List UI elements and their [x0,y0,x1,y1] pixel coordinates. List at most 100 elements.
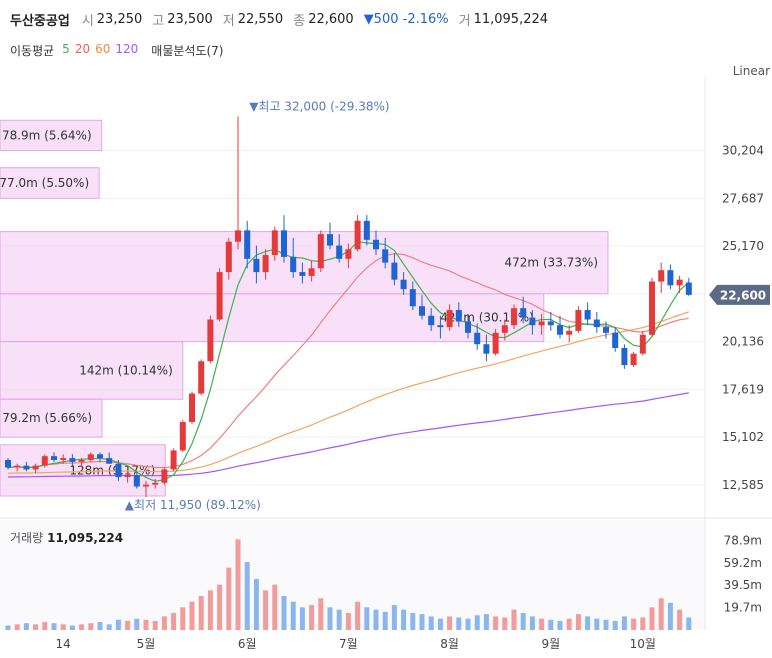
candle [483,334,490,362]
candle-body [603,327,609,333]
y-tick-label: 25,170 [722,239,764,253]
high-annotation: ▼최고 32,000 (-29.38%) [249,99,389,113]
candle [271,226,278,261]
volume-bar [143,619,149,630]
candle [5,458,11,470]
candle [363,215,370,246]
volume-value: 11,095,224 [473,11,549,27]
candle-body [170,450,177,470]
volume-panel-value: 11,095,224 [47,531,124,545]
candle [216,268,223,322]
volume-bar [60,624,66,630]
last-price-label: 22,600 [720,288,766,302]
candle [455,302,462,328]
ma120-label[interactable]: 120 [115,42,139,56]
candle [281,215,287,263]
ma-legend-title[interactable]: 이동평균 [10,44,55,58]
volume-bar [5,625,11,630]
volume-bar [327,607,333,630]
volume-bar [226,567,232,630]
candle-body [106,458,113,464]
candle [97,452,103,462]
candle [557,315,563,339]
volume-profile-bar [0,231,609,295]
price-change: ▼500 -2.16% [363,11,449,27]
candle [51,452,57,462]
volume-profile-label: 472m (33.73%) [504,256,598,270]
ma120-line [7,392,689,478]
candle-body [271,230,278,256]
candle [308,260,315,282]
candle-body [87,454,94,460]
volume-bar [336,609,342,630]
volume-bar [161,616,167,630]
candle [290,237,297,278]
candle [317,230,324,273]
volume-bar [474,615,480,630]
volume-bar [511,609,517,630]
volume-bar [134,618,140,630]
volume-profile-toggle[interactable]: 매물분석도(7) [151,44,224,58]
volume-bar [125,620,131,630]
candle [428,308,435,331]
candle [566,325,573,343]
candle [511,304,517,330]
stock-header: 두산중공업 시 23,250 고 23,500 저 22,550 종 22,600 ▼5… [10,8,558,30]
ma20-label[interactable]: 20 [74,42,91,56]
low-price: 22,550 [237,11,284,27]
candle [382,237,389,269]
close-label: 종 [293,13,306,29]
stock-name[interactable]: 두산중공업 [10,13,70,29]
volume-bar [437,618,443,630]
candle-body [336,245,343,259]
candle-body [290,256,297,273]
volume-bar [631,618,637,630]
candle-body [685,282,692,295]
candle-body [575,310,582,331]
candle-body [244,230,251,259]
x-tick-label: 9월 [541,637,560,651]
volume-bar [180,607,186,630]
candle [262,249,269,280]
candle [593,311,600,333]
x-tick-label: 6월 [238,637,257,651]
candle-body [483,344,490,354]
last-price-tag [709,284,770,305]
candle-body [621,347,628,366]
candle [225,237,232,280]
ma5-label[interactable]: 5 [62,42,70,56]
volume-bar [106,624,112,630]
volume-tick-label: 39.5m [724,578,762,592]
volume-tick-label: 59.2m [724,556,762,570]
candle-body [474,332,481,345]
volume-bar [410,613,416,630]
volume-bar [263,590,269,630]
candle [575,306,582,333]
candle-body [189,393,195,423]
candle [603,321,609,339]
candle [474,323,481,350]
x-tick-label: 10월 [630,637,656,651]
ma60-label[interactable]: 60 [95,42,111,56]
volume-profile-label: 77.0m (5.50%) [0,176,89,190]
candle [78,458,85,468]
candle-body [14,465,21,468]
candle [69,454,76,466]
scale-mode-button[interactable]: Linear [732,64,770,78]
volume-profile-bar [0,119,103,152]
candle [253,245,260,284]
candle [419,294,425,320]
open-price: 23,250 [96,11,143,27]
volume-bar [69,625,75,630]
volume-panel-title: 거래량 [10,531,44,545]
volume-bar [649,607,655,630]
volume-bar [355,601,361,630]
candle-body [253,258,260,273]
candle [667,264,674,290]
candle-body [345,249,352,259]
candle-body [281,230,287,257]
candle-body [327,234,333,246]
candle-body [649,281,655,335]
candle [235,116,241,250]
